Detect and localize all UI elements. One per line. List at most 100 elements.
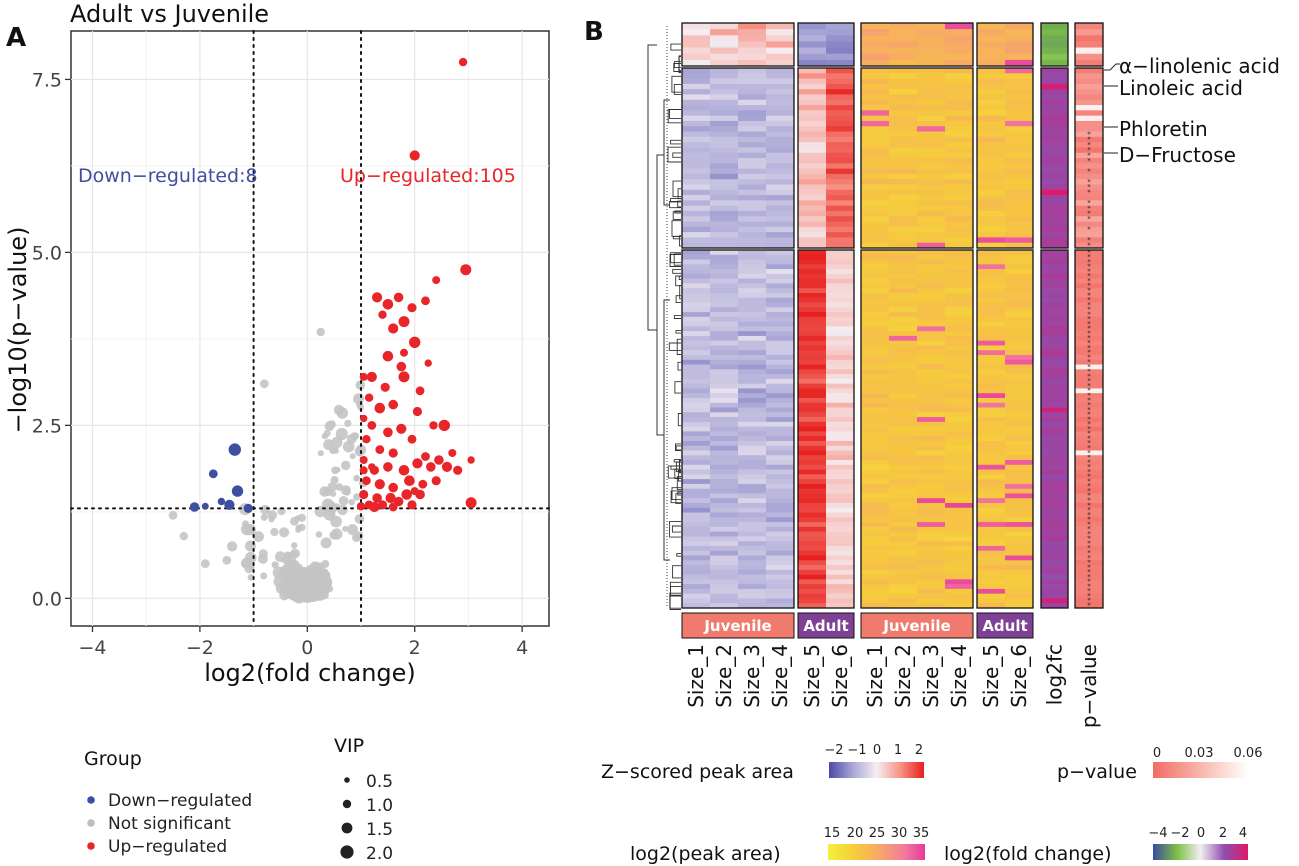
heatmap-cell (710, 340, 739, 346)
heatmap-cell (917, 78, 946, 85)
heatmap-cell (798, 292, 827, 299)
heatmap-cell (889, 326, 918, 332)
heatmap-cell (826, 94, 855, 101)
heatmap-cell (917, 550, 946, 556)
heatmap-cell (977, 436, 1006, 442)
significance-asterisk: * (1087, 334, 1091, 342)
heatmap-cell (889, 350, 918, 356)
dendrogram-branch (675, 461, 681, 473)
heatmap-cell (945, 593, 974, 599)
heatmap-cell (826, 345, 855, 351)
heatmap-cell (917, 47, 946, 55)
heatmap-cell (682, 47, 711, 55)
heatmap-cell (1075, 210, 1104, 217)
heatmap-cell (1041, 53, 1069, 61)
heatmap-cell (826, 105, 855, 111)
heatmap-cell (889, 483, 918, 490)
up-regulated-point (396, 361, 407, 372)
heatmap-cell (917, 312, 946, 318)
heatmap-cell (1075, 507, 1104, 513)
heatmap-cell (1041, 221, 1069, 228)
heatmap-cell (798, 412, 827, 418)
heatmap-cell (682, 131, 711, 138)
heatmap-cell (917, 588, 946, 595)
heatmap-cell (1041, 142, 1069, 148)
heatmap-cell (945, 216, 974, 222)
heatmap-cell (917, 335, 946, 342)
heatmap-cell (738, 460, 767, 466)
heatmap-cell (1041, 283, 1069, 289)
heatmap-cell (710, 364, 739, 370)
heatmap-cell (945, 483, 974, 490)
up-regulated-point (467, 456, 475, 464)
heatmap-cell (798, 189, 827, 196)
heatmap-cell (798, 205, 827, 212)
heatmap-cell (710, 584, 739, 590)
heatmap-cell (1005, 574, 1034, 580)
heatmap-cell (738, 450, 767, 456)
heatmap-cell (1075, 412, 1104, 418)
dendrogram-branch (663, 99, 670, 206)
heatmap-cell (889, 89, 918, 95)
heatmap-cell (1041, 115, 1069, 122)
heatmap-cell (1005, 242, 1034, 249)
up-regulated-point (426, 462, 436, 472)
heatmap-cell (917, 89, 946, 95)
heatmap-cell (826, 569, 855, 575)
significance-asterisk: * (1087, 263, 1091, 271)
heatmap-cell (861, 565, 890, 571)
heatmap-cell (1041, 316, 1069, 322)
heatmap-cell (682, 83, 711, 90)
heatmap-cell (738, 522, 767, 528)
heatmap-cell (826, 189, 855, 196)
heatmap-cell (917, 455, 946, 461)
heatmap-cell (1041, 126, 1069, 132)
heatmap-cell (682, 41, 711, 48)
up-regulated-point (382, 350, 394, 362)
heatmap-cell (889, 205, 918, 212)
heatmap-cell (977, 205, 1006, 212)
up-regulated-point (377, 500, 388, 510)
heatmap-cell (766, 512, 795, 518)
heatmap-cell (826, 412, 855, 418)
heatmap-cell (826, 264, 855, 270)
significance-asterisk: * (1087, 210, 1091, 218)
heatmap-cell (917, 412, 946, 418)
heatmap-cell (861, 421, 890, 427)
heatmap-cell (798, 321, 827, 327)
heatmap-cell (826, 550, 855, 556)
heatmap-cell (738, 53, 767, 61)
heatmap-cell (1075, 47, 1104, 55)
heatmap-cell (1075, 436, 1104, 442)
not-significant-point (268, 516, 275, 523)
heatmap-cell (826, 59, 855, 67)
heatmap-cell (826, 254, 855, 260)
heatmap-cell (766, 340, 795, 346)
heatmap-cell (682, 221, 711, 228)
heatmap-cell (766, 493, 795, 499)
column-label: p−value (1077, 644, 1101, 728)
heatmap-cell (682, 259, 711, 265)
not-significant-point (323, 439, 335, 451)
not-significant-point (330, 515, 342, 528)
heatmap-cell (861, 526, 890, 532)
heatmap-cell (798, 536, 827, 542)
not-significant-point (318, 578, 330, 590)
heatmap-cell (861, 184, 890, 191)
heatmap-cell (682, 502, 711, 509)
heatmap-cell (826, 29, 855, 36)
heatmap-cell (1075, 331, 1104, 337)
heatmap-cell (1075, 53, 1104, 61)
heatmap-cell (917, 436, 946, 442)
heatmap-cell (889, 412, 918, 418)
heatmap-cell (710, 378, 739, 384)
heatmap-cell (1005, 269, 1034, 275)
heatmap-cell (1041, 131, 1069, 138)
heatmap-cell (738, 335, 767, 342)
heatmap-cell (1075, 147, 1104, 154)
heatmap-cell (861, 522, 890, 528)
significance-asterisk: * (1087, 329, 1091, 337)
not-significant-point (222, 555, 232, 565)
heatmap-cell (977, 574, 1006, 580)
heatmap-cell (826, 359, 855, 365)
